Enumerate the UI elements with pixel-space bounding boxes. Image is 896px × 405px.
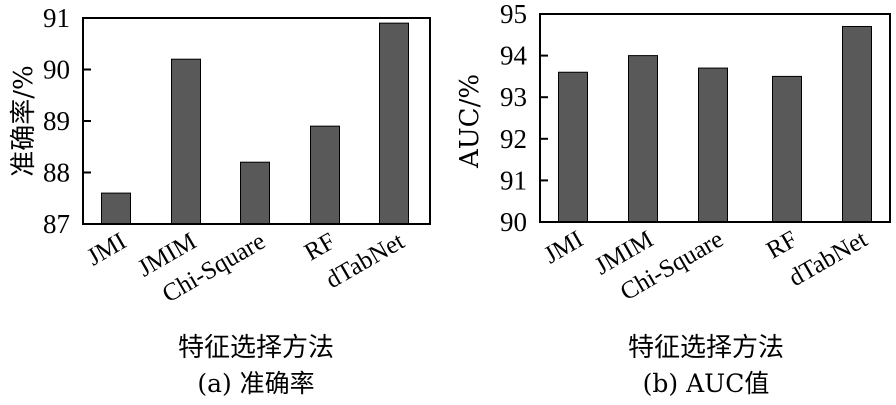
x-tick-label: RF — [300, 228, 340, 267]
bar-chi-square — [698, 67, 728, 223]
bar-jmim — [628, 55, 658, 223]
y-tick-label: 87 — [43, 209, 70, 239]
x-tick-label: JMI — [83, 228, 131, 272]
panel-b-y-axis-ticks: 90 91 92 93 94 95 — [500, 0, 548, 237]
bar-rf — [310, 125, 340, 225]
y-tick-label: 91 — [500, 165, 527, 195]
panel-a-y-axis-ticks: 87 88 89 90 91 — [43, 3, 91, 239]
panel-a-axis-box — [82, 17, 431, 225]
y-tick-label: 90 — [500, 207, 527, 237]
panel-a-ylabel: 准确率/% — [9, 65, 39, 176]
y-tick-label: 89 — [43, 106, 70, 136]
y-tick-label: 95 — [500, 0, 527, 29]
bar-jmi — [558, 71, 588, 223]
x-tick-label: dTabNet — [784, 226, 872, 292]
bar-jmi — [101, 192, 131, 225]
y-tick-label: 88 — [43, 158, 70, 188]
x-tick-label: JMI — [540, 226, 588, 270]
bar-rf — [772, 75, 802, 223]
panel-a-bars — [101, 22, 409, 225]
y-tick-label: 90 — [43, 55, 70, 85]
y-tick-label: 91 — [43, 3, 70, 33]
panel-a-xlabel: 特征选择方法 — [178, 333, 334, 363]
bar-dtabnet — [379, 22, 409, 225]
panel-b-xlabel: 特征选择方法 — [628, 333, 784, 363]
panel-b-caption: (b) AUC值 — [643, 369, 770, 398]
panel-b-axis-box — [539, 13, 891, 223]
y-tick-label: 94 — [500, 41, 528, 71]
y-tick-label: 92 — [500, 124, 527, 154]
panel-a-caption: (a) 准确率 — [197, 369, 314, 398]
panel-b-bars — [558, 25, 872, 223]
x-tick-label: RF — [762, 226, 802, 265]
x-tick-label: dTabNet — [321, 228, 409, 294]
bar-dtabnet — [842, 25, 872, 223]
y-tick-label: 93 — [500, 82, 527, 112]
bar-chi-square — [240, 161, 270, 225]
panel-b-ylabel: AUC/% — [455, 74, 485, 169]
bar-jmim — [171, 58, 201, 225]
